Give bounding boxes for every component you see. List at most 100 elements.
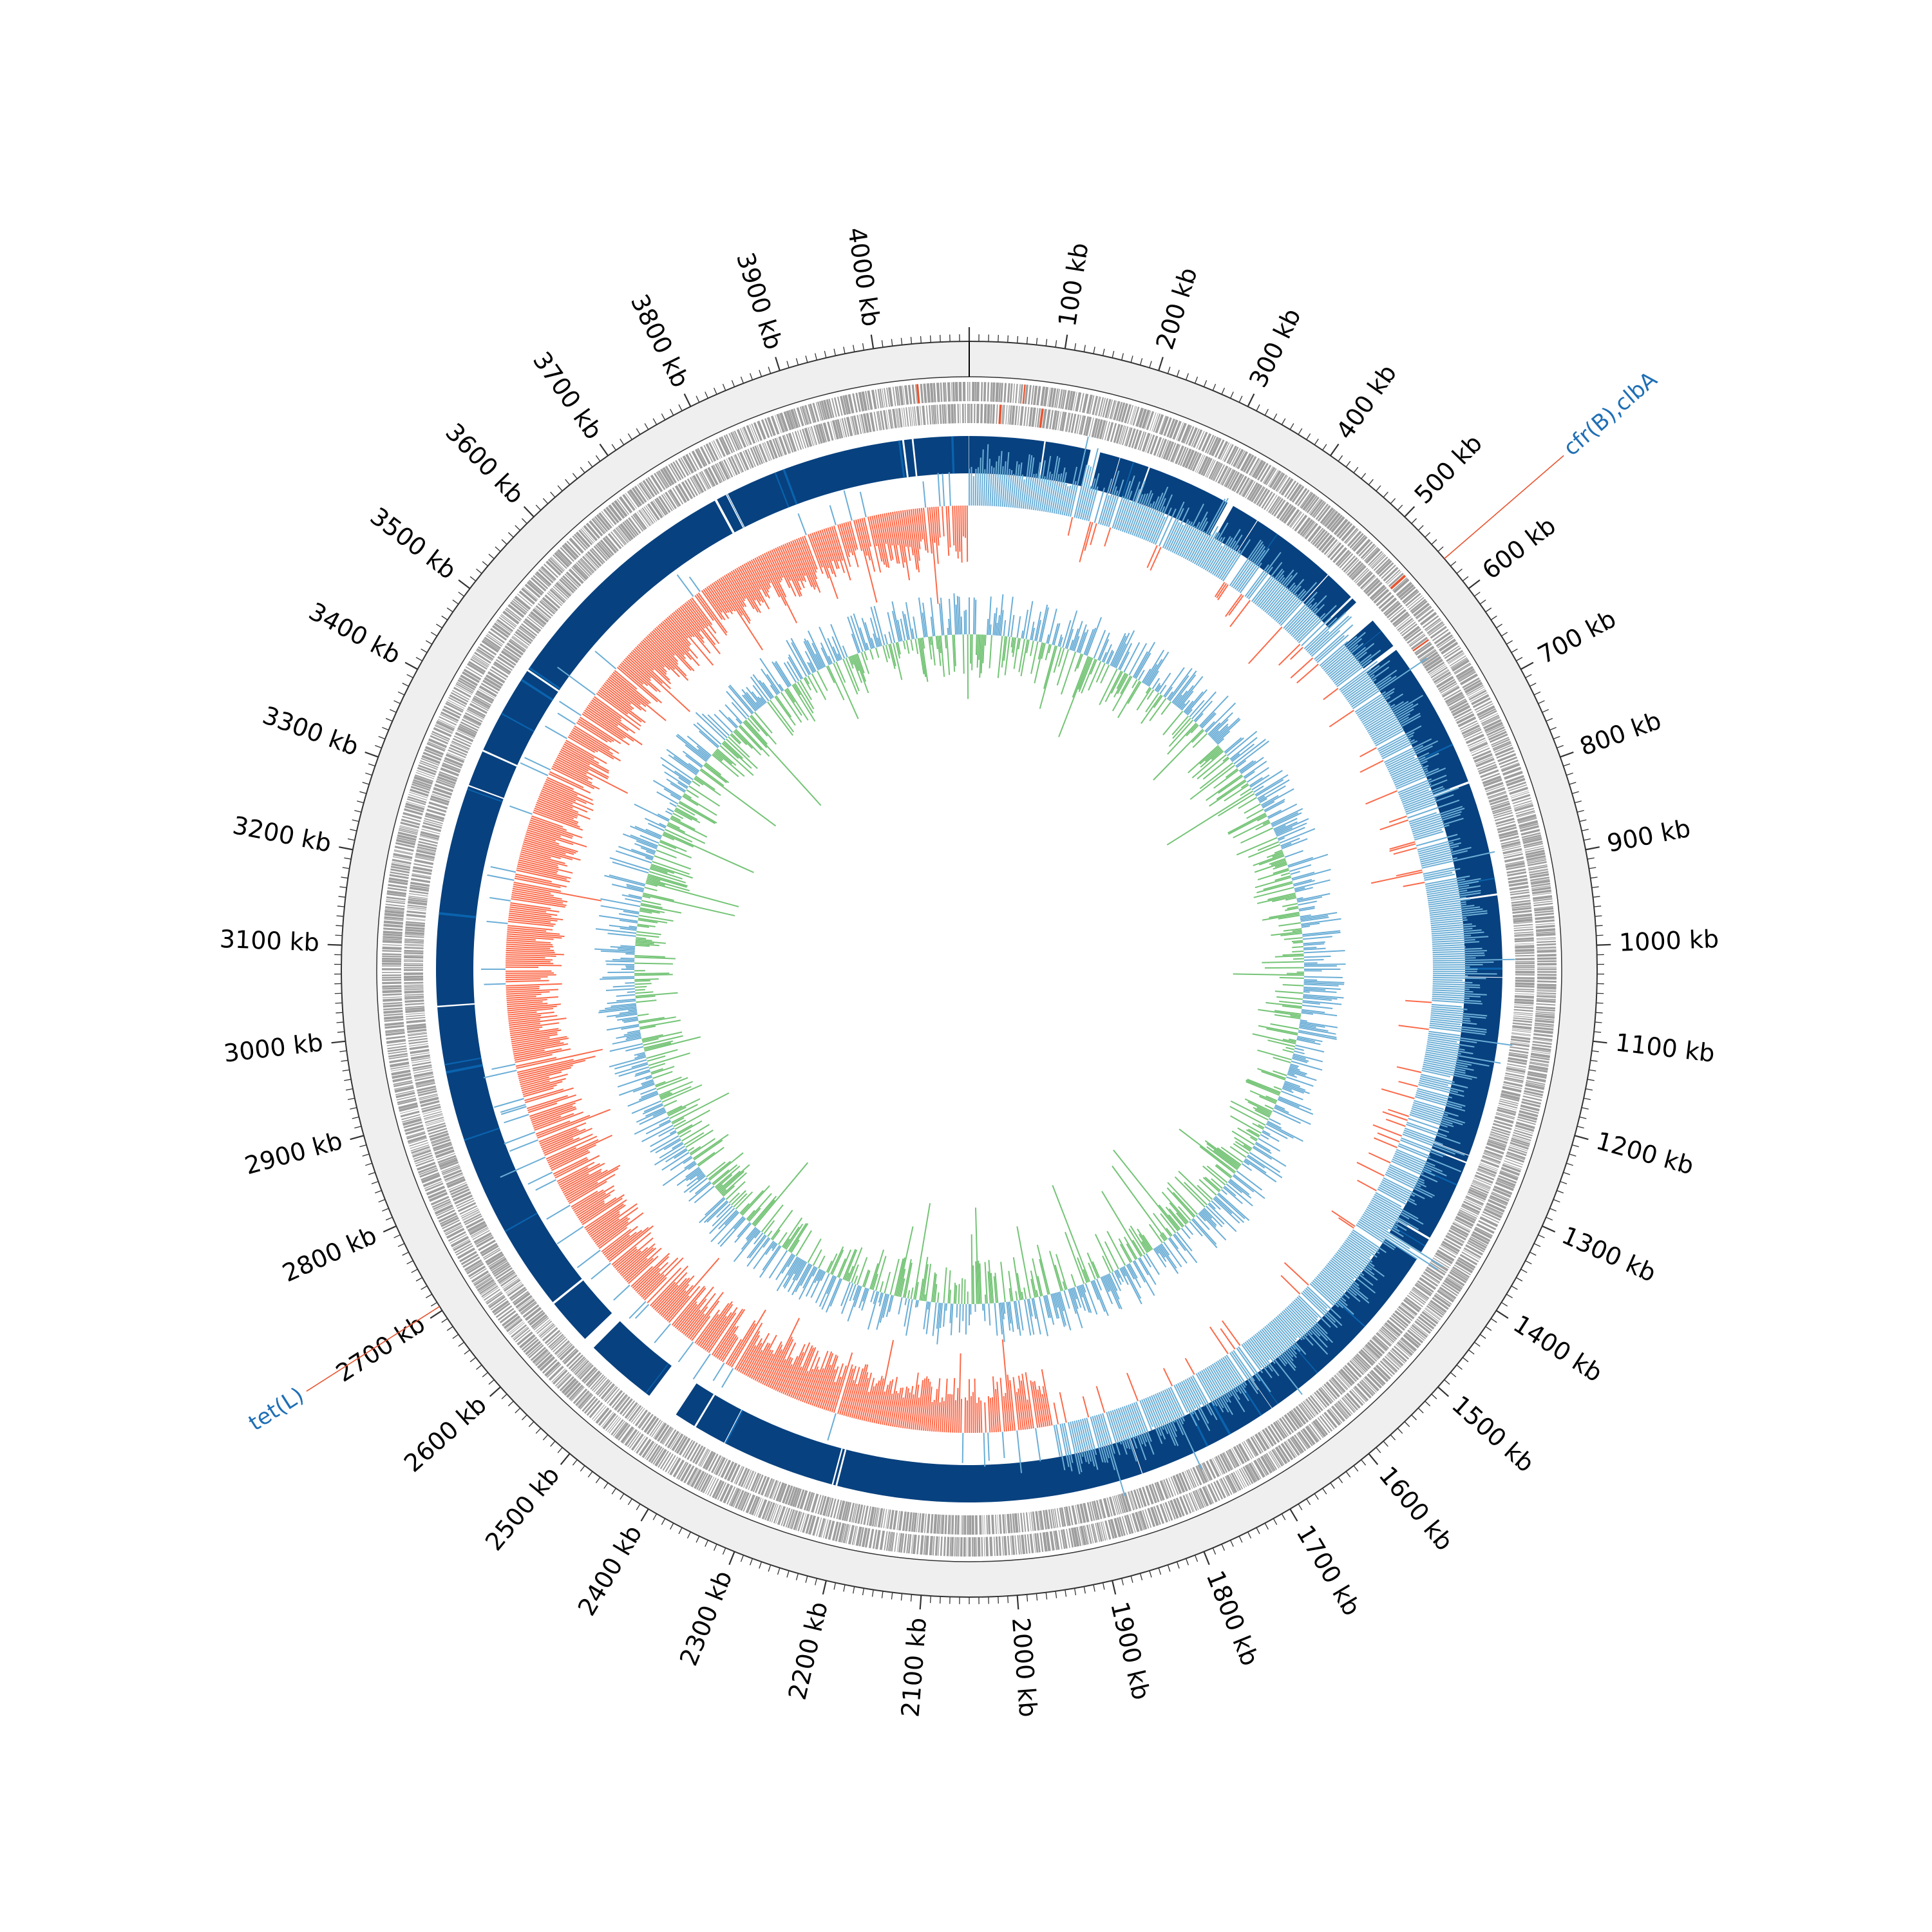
cds-feature [1096, 1522, 1103, 1542]
cds-feature [1487, 1140, 1506, 1148]
gc-skew-bar [1286, 1307, 1313, 1336]
cds-feature [611, 1392, 625, 1408]
gc-content-bar [1065, 610, 1078, 649]
gc-skew-bar [1097, 478, 1113, 524]
gc-skew-bar [1432, 950, 1487, 954]
cds-feature [1476, 1223, 1495, 1235]
gc-skew-bar [509, 906, 547, 913]
cds-feature [1000, 383, 1003, 402]
gc-skew-bar [1412, 1104, 1448, 1116]
minor-tick [1542, 709, 1549, 713]
gc-skew-bar [1016, 1392, 1022, 1430]
gc-skew-bar [1402, 1133, 1456, 1155]
gc-skew-bar [1311, 630, 1341, 657]
cds-feature [842, 1524, 848, 1543]
cds-feature [1494, 1115, 1514, 1124]
cds-feature [435, 723, 453, 733]
cds-feature [982, 1515, 984, 1535]
cds-feature [558, 578, 574, 594]
cds-feature [1289, 511, 1302, 527]
cds-feature [1353, 1356, 1368, 1372]
gc-content-bar [1213, 769, 1239, 789]
cds-feature [433, 1200, 451, 1211]
cds-feature [420, 831, 440, 838]
gc-skew-bar [507, 927, 547, 932]
gc-skew-bar [1410, 1110, 1453, 1125]
cds-feature [806, 1492, 813, 1511]
minor-tick [441, 615, 448, 621]
gc-skew-bar [1249, 1338, 1280, 1376]
cds-feature [1375, 558, 1390, 574]
gc-skew-bar [833, 526, 851, 581]
cds-feature [661, 1427, 673, 1444]
gc-skew-bar [1272, 585, 1302, 620]
cds-feature [1054, 1530, 1060, 1550]
cds-feature [1475, 703, 1493, 713]
cds-feature [1461, 1205, 1479, 1215]
gc-content-bar [1184, 691, 1204, 714]
minor-tick [1203, 380, 1208, 387]
gc-skew-bar [984, 1402, 987, 1433]
cds-feature [704, 468, 716, 487]
cds-feature [415, 1081, 435, 1086]
gc-skew-bar [545, 781, 578, 797]
gc-skew-bar [1392, 1156, 1435, 1177]
cds-feature [519, 1334, 536, 1349]
gc-skew-bar [511, 1036, 567, 1046]
minor-tick [998, 1596, 999, 1604]
gc-skew-bar [618, 1247, 649, 1274]
minor-tick [843, 346, 846, 354]
gc-content-bar [995, 622, 998, 636]
gc-skew-bar [641, 641, 670, 670]
cds-feature [382, 946, 402, 950]
gc-skew-bar [1361, 704, 1391, 723]
gc-skew-bar [1397, 778, 1432, 793]
cds-feature [475, 692, 493, 704]
gc-skew-bar [659, 623, 692, 660]
cds-feature [1138, 1488, 1147, 1507]
cds-feature [1513, 802, 1533, 809]
cds-feature [1428, 623, 1445, 636]
minor-tick [550, 491, 556, 498]
cds-feature [836, 1500, 842, 1519]
cds-feature [682, 1439, 694, 1457]
cds-feature [1533, 905, 1553, 909]
cds-feature [542, 1359, 558, 1374]
gc-content-bar [1224, 737, 1242, 753]
cds-feature [1532, 1043, 1552, 1048]
gc-skew-bar [956, 1388, 959, 1433]
cds-feature [1061, 412, 1067, 431]
cds-feature [695, 473, 706, 491]
gc-skew-bar [991, 1397, 995, 1433]
gc-skew-bar [1146, 545, 1158, 569]
cds-feature [440, 1161, 459, 1170]
gc-content-bar [1010, 637, 1014, 648]
gc-skew-bar [1248, 626, 1283, 665]
cds-feature [1069, 391, 1076, 411]
gc-skew-bar [1351, 1231, 1379, 1251]
cds-feature [570, 1386, 584, 1401]
cds-feature [830, 1498, 837, 1518]
gc-skew-bar [1186, 521, 1208, 560]
minor-tick [1102, 348, 1105, 356]
cds-feature [1193, 429, 1203, 448]
gc-content-bar [1197, 753, 1227, 780]
cds-feature [444, 1172, 463, 1182]
cds-feature [662, 1454, 674, 1471]
cds-feature [1490, 737, 1510, 746]
cds-feature [687, 478, 698, 497]
cds-feature [972, 1537, 974, 1557]
cds-feature [435, 721, 455, 732]
gc-skew-bar [674, 1301, 697, 1329]
cds-feature [556, 551, 571, 566]
cds-feature [497, 656, 515, 668]
cds-feature [489, 627, 507, 641]
cds-feature [551, 1368, 566, 1383]
cds-feature [1516, 811, 1535, 818]
cds-feature [1293, 1407, 1307, 1425]
gc-skew-bar [548, 773, 591, 794]
gc-content-bar [1136, 687, 1152, 711]
gc-skew-bar [500, 1156, 546, 1178]
minor-tick [815, 353, 817, 361]
cds-feature [1502, 1086, 1522, 1093]
